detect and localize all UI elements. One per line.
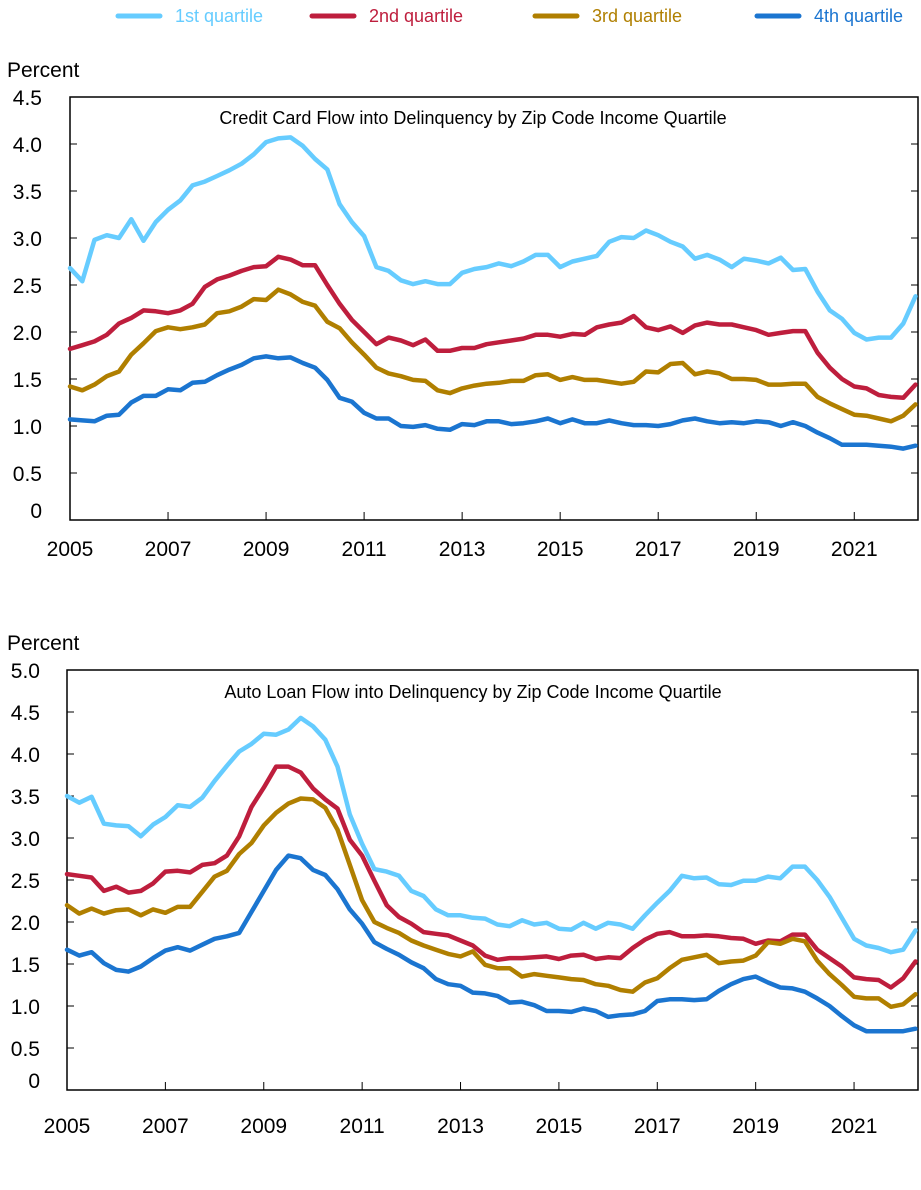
x-tick-label: 2013 (439, 538, 486, 561)
x-tick-label: 2007 (145, 538, 192, 561)
y-tick-label: 4.0 (13, 134, 42, 157)
legend-label-1: 1st quartile (175, 6, 263, 26)
y-axis-label: Percent (7, 632, 80, 655)
x-tick-label: 2015 (536, 1115, 583, 1138)
x-tick-label: 2009 (240, 1115, 287, 1138)
series-line-4th-quartile (64, 853, 918, 1034)
series-line-3rd-quartile (64, 796, 918, 1010)
y-tick-label: 4.5 (11, 702, 40, 725)
y-tick-label: 1.0 (13, 416, 42, 439)
credit-card-chart: Percent Credit Card Flow into Delinquency… (7, 59, 919, 561)
y-tick-label: 1.0 (11, 996, 40, 1019)
y-axis-label: Percent (7, 59, 80, 82)
y-tick-label: 0.5 (11, 1038, 40, 1061)
series-line-1st-quartile (67, 135, 918, 342)
plot-frame (69, 96, 919, 521)
x-tick-label: 2009 (243, 538, 290, 561)
y-tick-label: 0 (30, 500, 42, 523)
x-tick-label: 2005 (44, 1115, 91, 1138)
x-tick-label: 2015 (537, 538, 584, 561)
y-tick-label: 2.5 (13, 275, 42, 298)
x-tick-label: 2013 (437, 1115, 484, 1138)
x-tick-label: 2019 (733, 538, 780, 561)
auto-loan-chart: Percent Auto Loan Flow into Delinquency b… (7, 632, 919, 1138)
y-tick-label: 3.5 (13, 181, 42, 204)
y-tick-label: 3.5 (11, 786, 40, 809)
y-tick-label: 4.0 (11, 744, 40, 767)
legend-label-2: 2nd quartile (369, 6, 463, 26)
legend: 1st quartile 2nd quartile 3rd quartile 4th … (115, 6, 903, 26)
x-tick-label: 2005 (47, 538, 94, 561)
y-tick-label: 0 (28, 1070, 40, 1093)
y-tick-label: 1.5 (13, 369, 42, 392)
x-tick-label: 2011 (340, 1115, 385, 1138)
y-tick-label: 2.0 (13, 322, 42, 345)
x-tick-label: 2021 (831, 1115, 878, 1138)
y-tick-label: 2.0 (11, 912, 40, 935)
legend-label-4: 4th quartile (814, 6, 903, 26)
series-line-2nd-quartile (64, 764, 918, 990)
x-tick-label: 2007 (142, 1115, 189, 1138)
y-tick-label: 0.5 (13, 463, 42, 486)
legend-label-3: 3rd quartile (592, 6, 682, 26)
y-tick-label: 4.5 (13, 87, 42, 110)
chart-title: Credit Card Flow into Delinquency by Zip… (219, 108, 726, 128)
series-line-2nd-quartile (67, 254, 918, 401)
x-tick-label: 2021 (831, 538, 878, 561)
x-tick-label: 2019 (732, 1115, 779, 1138)
y-tick-label: 3.0 (11, 828, 40, 851)
series-line-3rd-quartile (67, 287, 918, 424)
plot-frame (66, 669, 919, 1091)
chart-title: Auto Loan Flow into Delinquency by Zip C… (224, 682, 721, 702)
y-tick-label: 3.0 (13, 228, 42, 251)
x-tick-label: 2017 (634, 1115, 681, 1138)
y-tick-label: 5.0 (11, 660, 40, 683)
series-line-4th-quartile (67, 354, 918, 451)
y-tick-label: 1.5 (11, 954, 40, 977)
series-line-1st-quartile (64, 715, 918, 955)
x-tick-label: 2017 (635, 538, 682, 561)
y-tick-label: 2.5 (11, 870, 40, 893)
x-tick-label: 2011 (342, 538, 387, 561)
